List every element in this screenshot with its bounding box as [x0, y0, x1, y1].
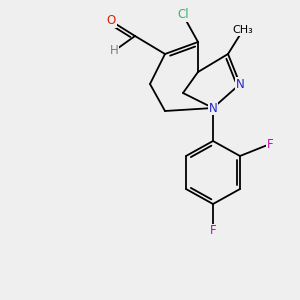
Text: CH₃: CH₃ [232, 25, 254, 35]
Text: H: H [110, 44, 118, 58]
Text: F: F [267, 137, 273, 151]
Text: N: N [208, 101, 217, 115]
Text: N: N [236, 77, 244, 91]
Text: F: F [210, 224, 216, 238]
Text: Cl: Cl [177, 8, 189, 22]
Text: O: O [106, 14, 116, 28]
